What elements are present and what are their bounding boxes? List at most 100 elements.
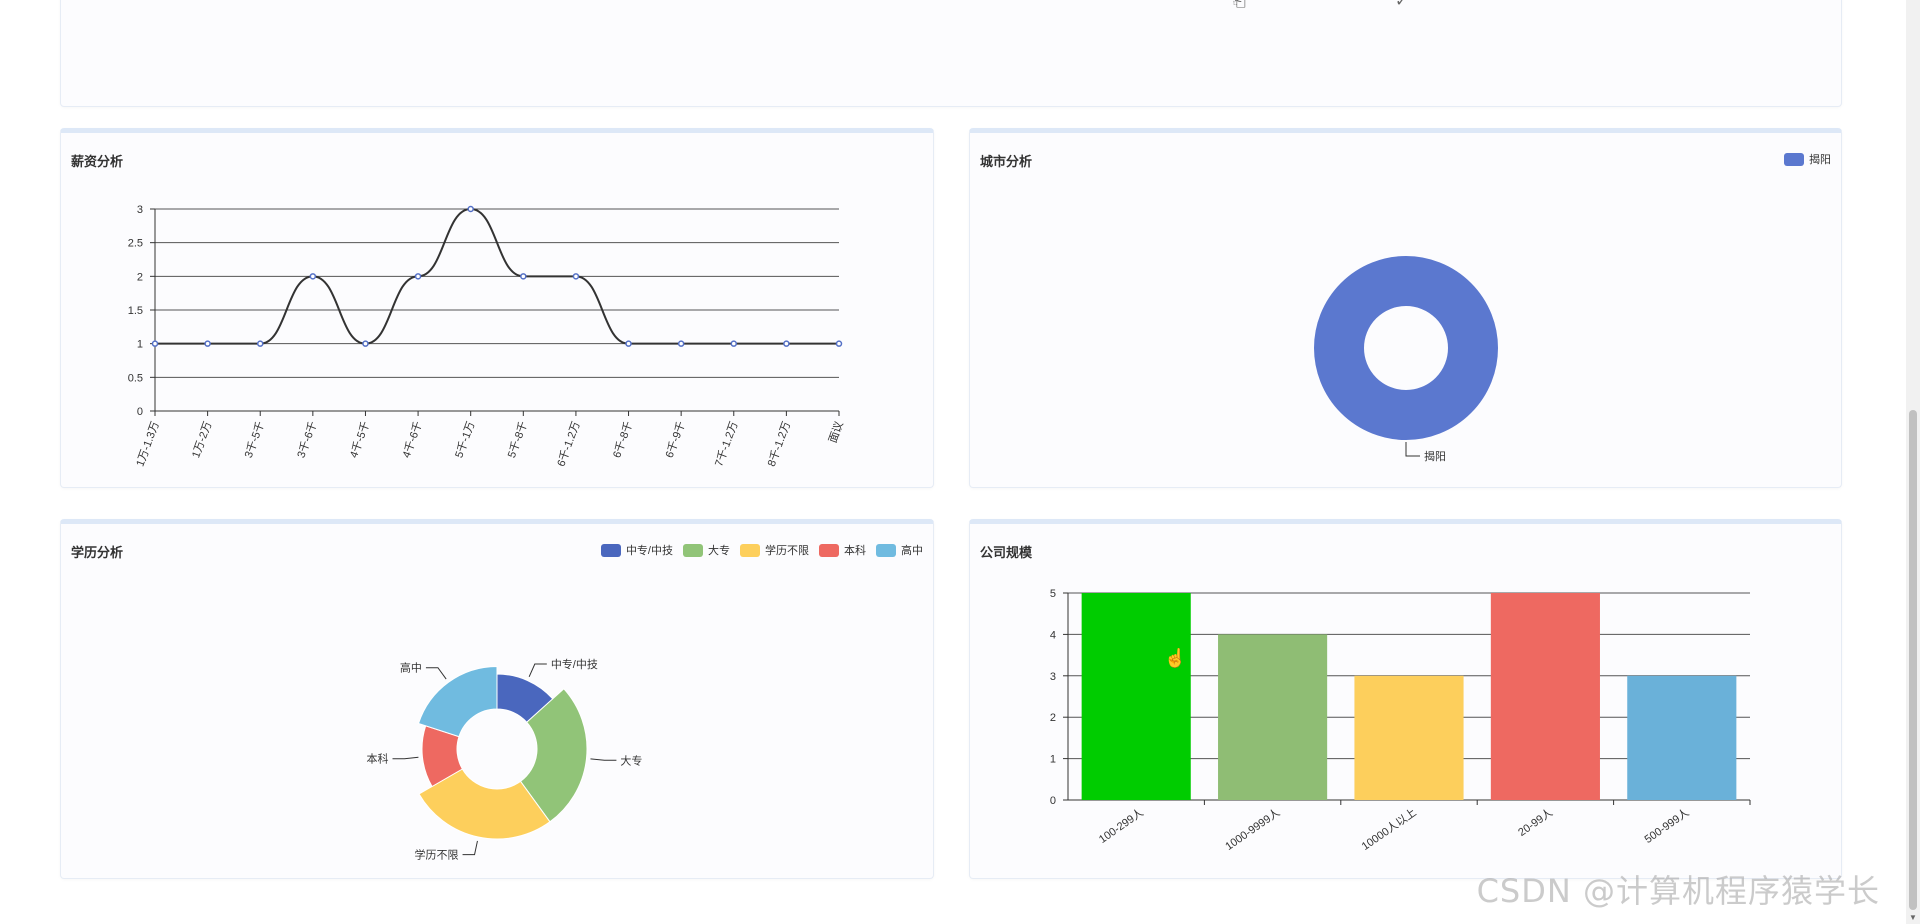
city-analysis-card: 城市分析 揭阳 揭阳 bbox=[969, 128, 1842, 488]
y-tick-label: 1.5 bbox=[128, 305, 143, 317]
rose-slice-label: 本科 bbox=[367, 752, 389, 766]
y-tick-label: 1 bbox=[137, 339, 143, 351]
x-tick-label: 3千-6千 bbox=[294, 420, 319, 460]
x-tick-label: 8千-1.2万 bbox=[765, 420, 793, 469]
y-tick-label: 3 bbox=[137, 204, 143, 216]
x-tick-label: 500-999人 bbox=[1642, 806, 1692, 846]
data-point bbox=[572, 273, 580, 280]
x-tick-label: 10000人以上 bbox=[1359, 806, 1419, 853]
watermark: CSDN @计算机程序猿学长 bbox=[1476, 872, 1880, 910]
data-point bbox=[835, 340, 843, 347]
page-scrollbar[interactable]: ▼ bbox=[1906, 0, 1920, 924]
rose-slice-label: 高中 bbox=[400, 661, 422, 675]
education-title: 学历分析 bbox=[71, 545, 124, 560]
salary-title: 薪资分析 bbox=[71, 154, 124, 169]
city-title: 城市分析 bbox=[980, 154, 1033, 169]
y-tick-label: 2 bbox=[1050, 712, 1056, 724]
label-leader-line bbox=[590, 758, 617, 761]
legend-item-jieyang[interactable]: 揭阳 bbox=[1784, 151, 1831, 167]
rose-slice-label: 学历不限 bbox=[415, 848, 459, 862]
restore-icon[interactable]: ⎗ bbox=[1233, 0, 1246, 10]
legend-label: 大专 bbox=[708, 545, 730, 557]
company-bar bbox=[1490, 593, 1600, 800]
salary-series-line bbox=[154, 207, 839, 345]
data-point bbox=[783, 340, 790, 347]
company-bar bbox=[1081, 593, 1191, 800]
data-point bbox=[414, 273, 422, 280]
company-bar-chart: 0 1 2 3 4 5 100-299人 1000-9999人 10000人以上 20-99人 50… bbox=[1050, 588, 1751, 853]
x-tick-label: 6千-8千 bbox=[610, 420, 635, 460]
legend-swatch bbox=[876, 543, 896, 557]
y-tick-label: 0 bbox=[1050, 795, 1056, 807]
legend-swatch bbox=[1784, 152, 1804, 166]
x-tick-label: 6千-1.2万 bbox=[554, 420, 582, 469]
city-slice-jieyang bbox=[1314, 256, 1498, 440]
x-tick-label: 4千-6千 bbox=[400, 420, 425, 460]
hand-cursor-icon: ☝ bbox=[1164, 647, 1186, 669]
x-tick-label: 5千-1万 bbox=[452, 420, 477, 460]
legend-label: 高中 bbox=[901, 545, 923, 557]
x-tick-label: 4千-5千 bbox=[347, 420, 372, 460]
y-tick-label: 5 bbox=[1050, 588, 1056, 600]
data-point bbox=[204, 340, 211, 347]
salary-line-chart: 0 0.5 1 1.5 2 2.5 3 1万-1.3万 1万-2万 3千-5千 3千-6千 4千-5千… bbox=[128, 204, 846, 469]
x-tick-label: 20-99人 bbox=[1516, 806, 1556, 839]
legend-label: 揭阳 bbox=[1809, 154, 1831, 166]
label-leader-line bbox=[392, 756, 419, 760]
legend-swatch bbox=[683, 543, 703, 557]
company-bar bbox=[1627, 675, 1737, 800]
data-point bbox=[677, 340, 685, 347]
data-point bbox=[256, 340, 264, 347]
company-bar bbox=[1354, 675, 1464, 800]
save-icon[interactable]: ✓ bbox=[1395, 0, 1409, 10]
education-analysis-card: 学历分析 中专/中技 大专 学历不限 本科 高中 中专/中技 大专 学历不限 本科 高中 bbox=[60, 519, 934, 879]
scroll-thumb[interactable] bbox=[1909, 410, 1917, 910]
data-point bbox=[151, 340, 159, 347]
x-tick-label: 1万-2万 bbox=[190, 420, 214, 460]
y-tick-label: 4 bbox=[1050, 629, 1056, 641]
legend-item-dazhuan[interactable]: 大专 bbox=[683, 542, 730, 558]
legend-label: 本科 bbox=[844, 545, 866, 557]
data-point bbox=[467, 205, 474, 213]
data-point bbox=[625, 340, 632, 347]
legend-swatch bbox=[740, 543, 760, 557]
top-card: ⎗ ✓ bbox=[60, 0, 1842, 107]
legend-item-zhongzhuan[interactable]: 中专/中技 bbox=[600, 542, 673, 558]
data-point bbox=[730, 340, 738, 347]
y-tick-label: 2 bbox=[137, 271, 143, 283]
rose-slice bbox=[417, 665, 498, 738]
x-tick-label: 6千-9千 bbox=[663, 420, 688, 460]
company-bar bbox=[1218, 634, 1328, 800]
rose-slice-label: 中专/中技 bbox=[551, 657, 598, 671]
label-leader-line bbox=[528, 663, 547, 678]
label-leader-line bbox=[1405, 442, 1420, 457]
legend-swatch bbox=[819, 543, 839, 557]
legend-item-buxian[interactable]: 学历不限 bbox=[740, 542, 809, 558]
label-leader-line bbox=[462, 840, 478, 856]
x-tick-label: 7千-1.2万 bbox=[712, 420, 740, 469]
y-tick-label: 0 bbox=[137, 406, 143, 418]
legend-item-gaozhong[interactable]: 高中 bbox=[876, 542, 923, 558]
data-point bbox=[362, 340, 369, 347]
x-tick-label: 3千-5千 bbox=[242, 420, 267, 460]
data-point bbox=[520, 273, 527, 280]
x-tick-label: 1万-1.3万 bbox=[134, 420, 161, 468]
x-tick-label: 100-299人 bbox=[1096, 806, 1146, 846]
y-tick-label: 3 bbox=[1050, 671, 1056, 683]
city-legend: 揭阳 bbox=[1784, 151, 1831, 167]
city-slice-label: 揭阳 bbox=[1424, 449, 1446, 463]
legend-label: 学历不限 bbox=[765, 545, 809, 557]
label-leader-line bbox=[425, 667, 447, 680]
x-tick-label: 5千-8千 bbox=[505, 420, 530, 460]
rose-slice bbox=[519, 688, 588, 823]
city-donut-chart: 揭阳 bbox=[1314, 256, 1498, 463]
x-tick-label: 面议 bbox=[826, 420, 846, 445]
rose-slice bbox=[418, 768, 551, 840]
company-size-card: 公司规模 0 1 2 3 4 5 100-299人 1000-9999人 10000人以上 20-… bbox=[969, 519, 1842, 879]
education-legend: 中专/中技 大专 学历不限 本科 高中 bbox=[600, 542, 923, 558]
legend-swatch bbox=[600, 543, 621, 557]
legend-label: 中专/中技 bbox=[625, 545, 673, 557]
scroll-down-arrow-icon[interactable]: ▼ bbox=[1909, 913, 1917, 922]
legend-item-benke[interactable]: 本科 bbox=[819, 542, 866, 558]
